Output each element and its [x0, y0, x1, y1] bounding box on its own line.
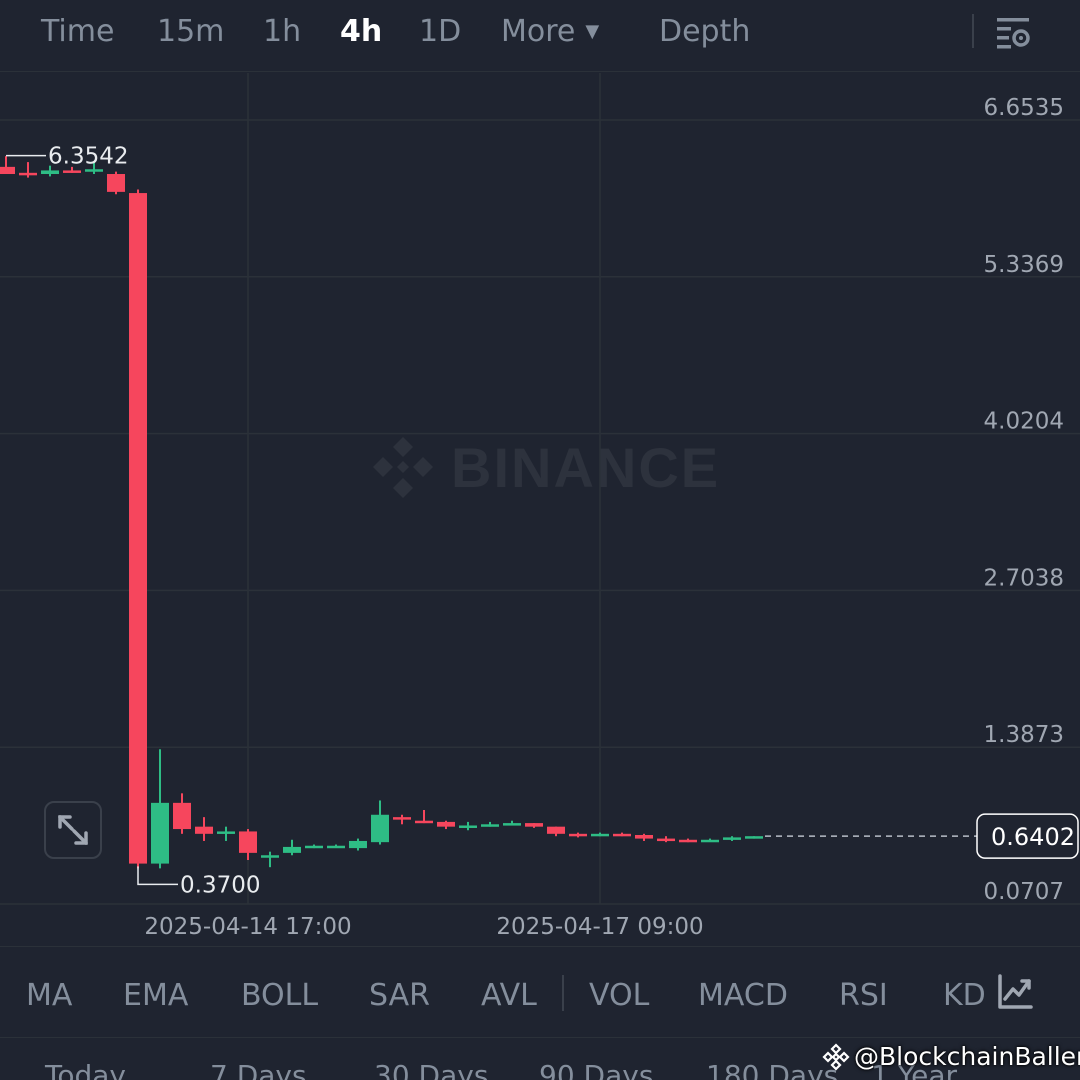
chart-canvas: BINANCE 6.6535 5.3369 4.0204 2.7038 1.3873 0.…	[0, 73, 1080, 940]
watermark-text: BINANCE	[451, 436, 720, 499]
candle-down	[635, 835, 653, 839]
candle-up	[349, 840, 367, 849]
chart-grid	[0, 73, 1080, 905]
candle-down	[437, 821, 455, 827]
candle-down	[657, 838, 675, 842]
price-tick-label: 4.0204	[984, 409, 1064, 435]
indicator-boll[interactable]: BOLL	[241, 978, 319, 1013]
price-axis: 6.6535 5.3369 4.0204 2.7038 1.3873 0.0707	[984, 95, 1064, 905]
indicator-divider	[562, 975, 564, 1011]
candles	[0, 156, 763, 869]
high-price-label: 6.3542	[48, 144, 128, 170]
high-annotation: 6.3542	[6, 144, 128, 170]
tab-1d[interactable]: 1D	[419, 14, 462, 49]
binance-watermark: BINANCE	[373, 436, 720, 499]
indicator-sar[interactable]: SAR	[369, 978, 430, 1013]
candle-up	[459, 825, 477, 828]
period-90-days[interactable]: 90 Days	[539, 1059, 654, 1080]
indicator-rsi[interactable]: RSI	[839, 978, 888, 1013]
candle-down	[415, 820, 433, 824]
candle-down	[173, 802, 191, 830]
low-annotation: 0.3700	[137, 866, 260, 898]
candle-up	[327, 845, 345, 849]
period-180-days[interactable]: 180 Days	[706, 1059, 839, 1080]
candle-up	[283, 846, 301, 853]
tab-more[interactable]: More ▼	[501, 14, 599, 49]
indicator-macd[interactable]: MACD	[698, 978, 788, 1013]
indicator-ema[interactable]: EMA	[123, 978, 189, 1013]
candle-down	[547, 826, 565, 834]
price-tick-label: 2.7038	[984, 565, 1064, 591]
time-tick-label: 2025-04-14 17:00	[144, 914, 351, 940]
tab-more-label: More	[501, 14, 576, 49]
candle-up	[85, 169, 103, 172]
indicator-ma[interactable]: MA	[26, 978, 73, 1013]
candle-down	[569, 833, 587, 837]
tab-15m[interactable]: 15m	[157, 14, 225, 49]
candle-up	[481, 824, 499, 827]
candle-down	[613, 833, 631, 837]
indicator-settings-icon[interactable]	[996, 973, 1034, 1011]
candle-down	[195, 826, 213, 834]
last-price-label: 0.6402	[976, 813, 1079, 859]
candle-up	[261, 855, 279, 858]
chart-settings-icon[interactable]	[994, 12, 1034, 52]
period-today[interactable]: Today	[45, 1059, 126, 1080]
indicator-vol[interactable]: VOL	[589, 978, 650, 1013]
price-tick-label: 5.3369	[984, 252, 1064, 278]
period-tabs: Today 7 Days 30 Days 90 Days 180 Days 1 …	[0, 1039, 1080, 1080]
candle-up	[723, 837, 741, 840]
candle-up	[41, 170, 59, 175]
tab-4h[interactable]: 4h	[340, 14, 383, 49]
candle-up	[503, 823, 521, 826]
candle-up	[151, 802, 169, 864]
candle-up	[217, 831, 235, 834]
candle-down	[393, 817, 411, 820]
candle-down	[679, 839, 697, 843]
tab-depth[interactable]: Depth	[659, 14, 751, 49]
candle-up	[701, 839, 719, 843]
toolbar-divider	[972, 14, 974, 48]
candle-up	[591, 833, 609, 837]
period-7-days[interactable]: 7 Days	[210, 1059, 307, 1080]
indicator-bar: MA EMA BOLL SAR AVL VOL MACD RSI KD	[0, 946, 1080, 1038]
low-price-label: 0.3700	[180, 872, 260, 898]
candle-down	[63, 170, 81, 173]
tab-time[interactable]: Time	[41, 14, 115, 49]
tab-1h[interactable]: 1h	[263, 14, 302, 49]
time-axis: 2025-04-14 17:00 2025-04-17 09:00	[144, 914, 703, 940]
binance-logo-icon	[373, 437, 433, 498]
candle-up	[371, 814, 389, 843]
price-tick-label: 1.3873	[984, 722, 1064, 748]
time-tick-label: 2025-04-17 09:00	[496, 914, 703, 940]
candle-up	[745, 836, 763, 839]
price-tick-label: 0.0707	[984, 879, 1064, 905]
timeframe-toolbar: Time 15m 1h 4h 1D More ▼ Depth	[0, 0, 1080, 72]
binance-logo-icon	[822, 1043, 850, 1071]
indicator-avl[interactable]: AVL	[481, 978, 537, 1013]
candle-down	[525, 823, 543, 827]
candle-down	[0, 166, 15, 175]
price-tick-label: 6.6535	[984, 95, 1064, 121]
fullscreen-button[interactable]	[44, 801, 102, 859]
last-price-text: 0.6402	[991, 823, 1075, 851]
candlestick-chart[interactable]: BINANCE 6.6535 5.3369 4.0204 2.7038 1.3873 0.…	[0, 73, 1080, 945]
credit-text: @BlockchainBaller	[854, 1042, 1080, 1071]
period-30-days[interactable]: 30 Days	[374, 1059, 489, 1080]
candle-down	[129, 193, 147, 864]
candle-up	[305, 845, 323, 849]
period-1-year[interactable]: 1 Year	[871, 1059, 957, 1080]
candle-down	[19, 172, 37, 176]
candle-down	[239, 831, 257, 853]
indicator-kd[interactable]: KD	[943, 978, 986, 1013]
caret-down-icon: ▼	[585, 21, 600, 42]
expand-arrows-icon	[58, 815, 88, 845]
candle-down	[107, 174, 125, 192]
